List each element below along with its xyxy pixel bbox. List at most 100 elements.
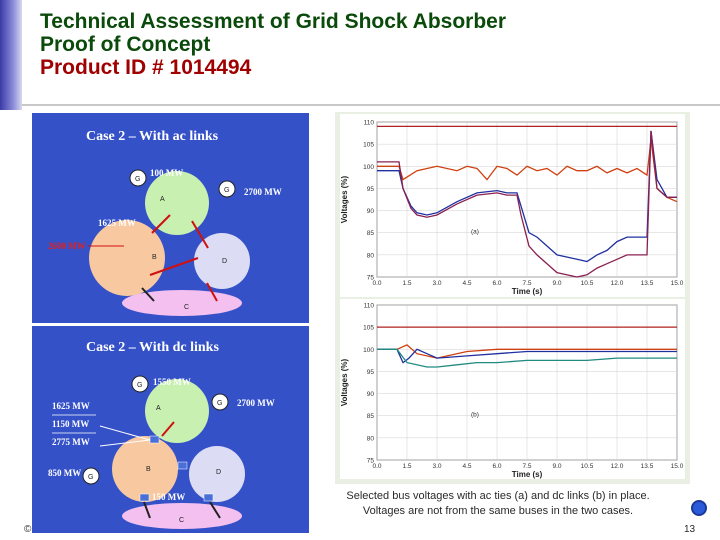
series-line-1 xyxy=(377,139,678,203)
y-tick-label: 100 xyxy=(363,164,374,171)
y-tick-label: 85 xyxy=(367,230,375,237)
generator-icon xyxy=(218,180,236,198)
x-tick-label: 10.5 xyxy=(581,280,594,287)
x-tick-label: 6.0 xyxy=(492,463,501,470)
y-tick-label: 100 xyxy=(363,347,374,354)
x-tick-label: 15.0 xyxy=(671,463,684,470)
series-line-2 xyxy=(377,344,677,359)
y-axis-label: Voltages (%) xyxy=(340,358,349,406)
generator-label: G xyxy=(224,187,229,194)
x-tick-label: 7.5 xyxy=(522,463,531,470)
y-tick-label: 90 xyxy=(367,208,375,215)
area-c-ellipse xyxy=(122,290,242,316)
flow-arrow xyxy=(191,220,209,249)
generator-icon xyxy=(131,375,149,393)
y-tick-label: 85 xyxy=(367,413,375,420)
node-a-label: A xyxy=(160,196,165,203)
x-tick-label: 9.0 xyxy=(552,463,561,470)
flow-left-label-2: 1150 MW xyxy=(52,419,89,429)
x-tick-label: 4.5 xyxy=(462,463,471,470)
x-tick-label: 3.0 xyxy=(432,280,441,287)
generator-label: G xyxy=(137,382,142,389)
flow-arrow xyxy=(209,501,221,519)
node-d-label: D xyxy=(216,469,221,476)
slide-title: Technical Assessment of Grid Shock Absor… xyxy=(40,10,506,79)
flow-top-label: 1550 MW xyxy=(153,377,191,387)
generator-icon xyxy=(211,393,229,411)
x-tick-label: 4.5 xyxy=(462,280,471,287)
y-axis-label: Voltages (%) xyxy=(340,175,349,223)
generator-label: G xyxy=(217,400,222,407)
flow-left-label-3: 2775 MW xyxy=(52,437,90,447)
node-c-label: C xyxy=(184,304,189,311)
flow-left-label: 1625 MW xyxy=(98,218,136,228)
series-line-4 xyxy=(377,348,677,368)
copyright-symbol: © xyxy=(24,524,32,535)
flow-arrow xyxy=(206,282,218,302)
flow-arrow xyxy=(141,287,155,302)
title-divider xyxy=(22,104,720,106)
flow-bottom-label: 150 MW xyxy=(152,492,185,502)
area-d-circle xyxy=(189,446,245,502)
flow-right-label: 2700 MW xyxy=(237,398,275,408)
node-a-label: A xyxy=(156,405,161,412)
flow-arrow xyxy=(143,501,151,519)
converter-icon xyxy=(139,493,150,502)
node-c-label: C xyxy=(179,517,184,524)
y-tick-label: 105 xyxy=(363,142,374,149)
x-axis-label: Time (s) xyxy=(512,470,543,479)
x-tick-label: 10.5 xyxy=(581,463,594,470)
node-b-label: B xyxy=(146,466,151,473)
generator-label: G xyxy=(135,176,140,183)
x-axis-label: Time (s) xyxy=(512,287,543,296)
generator-icon xyxy=(82,467,100,485)
x-tick-label: 6.0 xyxy=(492,280,501,287)
y-tick-label: 80 xyxy=(367,252,375,259)
y-tick-label: 110 xyxy=(364,303,375,310)
series-line-2 xyxy=(377,130,677,263)
node-d-label: D xyxy=(222,258,227,265)
diagram-ac-links: Case 2 – With ac links A B D C G G 100 M… xyxy=(32,113,309,323)
generator-label: G xyxy=(88,474,93,481)
diagram-ac-title: Case 2 – With ac links xyxy=(86,129,219,144)
x-tick-label: 7.5 xyxy=(522,280,531,287)
y-tick-label: 75 xyxy=(367,275,375,282)
x-tick-label: 9.0 xyxy=(552,280,561,287)
page-number: 13 xyxy=(684,524,696,535)
y-tick-label: 75 xyxy=(367,458,375,465)
flow-left-red-label: 2600 MW xyxy=(48,241,86,251)
diagram-dc-title: Case 2 – With dc links xyxy=(86,340,219,355)
area-c-ellipse xyxy=(122,503,242,529)
flow-line xyxy=(99,425,151,441)
x-tick-label: 13.5 xyxy=(641,280,654,287)
x-tick-label: 0.0 xyxy=(372,463,381,470)
x-tick-label: 1.5 xyxy=(402,463,411,470)
y-tick-label: 95 xyxy=(367,186,375,193)
converter-icon xyxy=(203,493,214,502)
series-line-3 xyxy=(377,130,677,278)
flow-top-label: 100 MW xyxy=(150,168,183,178)
area-b-circle xyxy=(112,436,178,502)
title-line-2: Proof of Concept xyxy=(40,33,211,56)
y-tick-label: 105 xyxy=(363,325,374,332)
y-tick-label: 110 xyxy=(364,120,375,127)
caption-line-1: Selected bus voltages with ac ties (a) a… xyxy=(346,490,650,502)
x-tick-label: 12.0 xyxy=(611,463,624,470)
flow-arrow xyxy=(149,257,199,276)
x-tick-label: 1.5 xyxy=(402,280,411,287)
converter-icon xyxy=(177,461,188,470)
figure-caption: Selected bus voltages with ac ties (a) a… xyxy=(318,489,678,519)
node-b-label: B xyxy=(152,254,157,261)
decorative-side-bar xyxy=(0,0,22,110)
y-tick-label: 90 xyxy=(367,391,375,398)
chart-a: 0.0 1.5 3.0 4.5 6.0 7.5 9.0 10.5 12.0 13.5 15.0 75 8… xyxy=(340,120,684,297)
converter-icon xyxy=(149,435,160,444)
panel-label: (b) xyxy=(471,412,479,419)
x-tick-label: 3.0 xyxy=(432,463,441,470)
x-tick-label: 15.0 xyxy=(671,280,684,287)
y-tick-label: 80 xyxy=(367,435,375,442)
title-line-1: Technical Assessment of Grid Shock Absor… xyxy=(40,10,507,33)
flow-right-label: 2700 MW xyxy=(244,187,282,197)
y-tick-label: 95 xyxy=(367,369,375,376)
nav-button[interactable] xyxy=(691,500,707,516)
